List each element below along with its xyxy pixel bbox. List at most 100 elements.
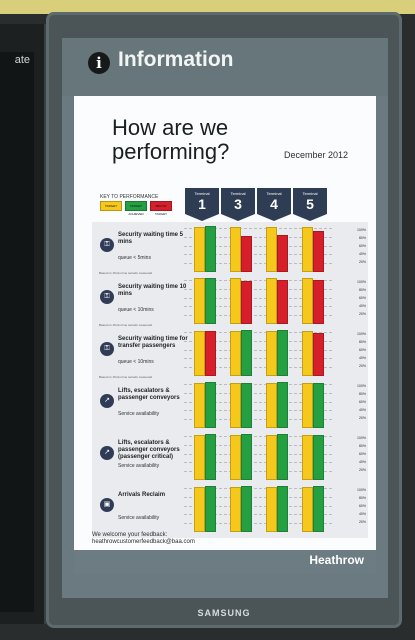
terminal-bar-group bbox=[190, 382, 224, 428]
actual-bar bbox=[241, 330, 252, 376]
actual-bar bbox=[205, 434, 216, 480]
row-note: Based on 15min time periods measured bbox=[99, 323, 153, 327]
terminal-number: 1 bbox=[198, 196, 206, 212]
percent-tick: 80% bbox=[358, 236, 366, 240]
terminal-label: Terminal bbox=[302, 191, 318, 196]
actual-bar bbox=[205, 382, 216, 428]
terminal-bar-group bbox=[190, 486, 224, 532]
percent-tick: 60% bbox=[358, 400, 366, 404]
row-note: Based on 15min time periods measured bbox=[99, 271, 153, 275]
terminal-bar-group bbox=[262, 486, 296, 532]
gridline bbox=[184, 392, 332, 394]
terminal-header: Terminal 1 bbox=[185, 188, 219, 221]
row-title: Lifts, escalators & passenger conveyors … bbox=[118, 440, 180, 460]
target-bar bbox=[194, 226, 205, 272]
monitor-brand: SAMSUNG bbox=[197, 608, 251, 618]
adjacent-screen: ate bbox=[0, 24, 46, 624]
gridline bbox=[184, 505, 332, 507]
row-subtitle: Service availability bbox=[118, 411, 160, 417]
actual-bar bbox=[313, 486, 324, 532]
actual-bar bbox=[313, 333, 324, 376]
key-pill: BELOW TARGET bbox=[150, 201, 172, 216]
row-subtitle: queue < 10mins bbox=[118, 307, 154, 313]
terminal-label: Terminal bbox=[266, 191, 282, 196]
target-bar bbox=[230, 435, 241, 480]
percent-tick: 60% bbox=[358, 504, 366, 508]
terminal-header: Terminal 5 bbox=[293, 188, 327, 221]
target-bar bbox=[194, 435, 205, 480]
terminal-bar-group bbox=[226, 330, 260, 376]
terminal-bar-group bbox=[298, 382, 332, 428]
gridline bbox=[184, 453, 332, 455]
gridline bbox=[184, 523, 332, 525]
percent-tick: 40% bbox=[358, 512, 366, 516]
poster-footer: Heathrow bbox=[74, 550, 376, 574]
actual-bar bbox=[277, 279, 288, 324]
target-bar bbox=[302, 383, 313, 428]
feedback-line1: We welcome your feedback: bbox=[92, 532, 168, 538]
key-pill: TARGET ACHIEVED bbox=[125, 201, 147, 216]
target-bar bbox=[266, 330, 277, 376]
actual-bar bbox=[277, 330, 288, 376]
gridline bbox=[184, 419, 332, 421]
target-bar bbox=[194, 278, 205, 324]
poster-headline: How are we performing? bbox=[112, 115, 230, 164]
actual-bar bbox=[277, 434, 288, 480]
performance-row: ↗ Lifts, escalators & passenger conveyors… bbox=[92, 430, 368, 486]
target-bar bbox=[302, 435, 313, 480]
row-bars: 100% 80% 60% 40% 20% bbox=[184, 278, 366, 324]
row-title: Security waiting time 10 mins bbox=[118, 284, 187, 297]
security-icon: ⚿ bbox=[100, 290, 114, 304]
row-grid bbox=[184, 488, 332, 532]
performance-row: ▣ Arrivals Reclaim Service availability 100… bbox=[92, 482, 368, 538]
terminal-headers: Terminal 1 Terminal 3 Terminal 4 Terminal 5 bbox=[185, 188, 327, 221]
gridline bbox=[184, 315, 332, 317]
terminal-bar-group bbox=[190, 278, 224, 324]
target-bar bbox=[302, 278, 313, 324]
terminal-bar-group bbox=[298, 434, 332, 480]
target-bar bbox=[194, 486, 205, 532]
target-bar bbox=[266, 226, 277, 272]
row-grid bbox=[184, 384, 332, 428]
percent-tick: 80% bbox=[358, 340, 366, 344]
target-bar bbox=[230, 226, 241, 272]
percent-tick: 60% bbox=[358, 296, 366, 300]
security-icon: ⚿ bbox=[100, 342, 114, 356]
gridline bbox=[184, 228, 332, 229]
performance-poster: How are we performing? December 2012 KEY… bbox=[74, 96, 376, 574]
gridline bbox=[184, 306, 332, 308]
row-subtitle: Service availability bbox=[118, 463, 160, 469]
terminal-bar-group bbox=[262, 434, 296, 480]
terminal-number: 4 bbox=[270, 196, 278, 212]
terminal-bar-group bbox=[190, 434, 224, 480]
actual-bar bbox=[205, 278, 216, 324]
gridline bbox=[184, 436, 332, 437]
heathrow-logo-text: Heathrow bbox=[309, 553, 364, 567]
adjacent-screen-display bbox=[0, 52, 34, 612]
row-grid bbox=[184, 280, 332, 324]
ceiling bbox=[0, 0, 415, 14]
gridline bbox=[184, 349, 332, 351]
row-label-area: ▣ Arrivals Reclaim Service availability bbox=[92, 482, 194, 538]
percent-tick: 40% bbox=[358, 356, 366, 360]
performance-row: ↗ Lifts, escalators & passenger conveyors… bbox=[92, 378, 368, 434]
gridline bbox=[184, 332, 332, 333]
gridline bbox=[184, 384, 332, 385]
terminal-label: Terminal bbox=[194, 191, 210, 196]
terminal-bar-group bbox=[226, 486, 260, 532]
display-screen: i Information How are we performing? Dec… bbox=[62, 38, 388, 598]
percent-tick: 60% bbox=[358, 452, 366, 456]
feedback-line2: heathrowcustomerfeedback@baa.com bbox=[92, 539, 195, 545]
actual-bar bbox=[277, 235, 288, 272]
gridline bbox=[184, 514, 332, 516]
terminal-number: 3 bbox=[234, 196, 242, 212]
percent-tick: 20% bbox=[358, 416, 366, 420]
adjacent-screen-text: ate bbox=[14, 54, 30, 66]
terminal-bar-group bbox=[226, 278, 260, 324]
percent-tick: 20% bbox=[358, 520, 366, 524]
row-title: Security waiting time 5 mins bbox=[118, 232, 184, 245]
actual-bar bbox=[241, 280, 252, 324]
percent-tick: 100% bbox=[357, 384, 366, 388]
gridline bbox=[184, 297, 332, 299]
row-label-area: ⚿ Security waiting time 5 mins queue < 5mi… bbox=[92, 222, 194, 278]
